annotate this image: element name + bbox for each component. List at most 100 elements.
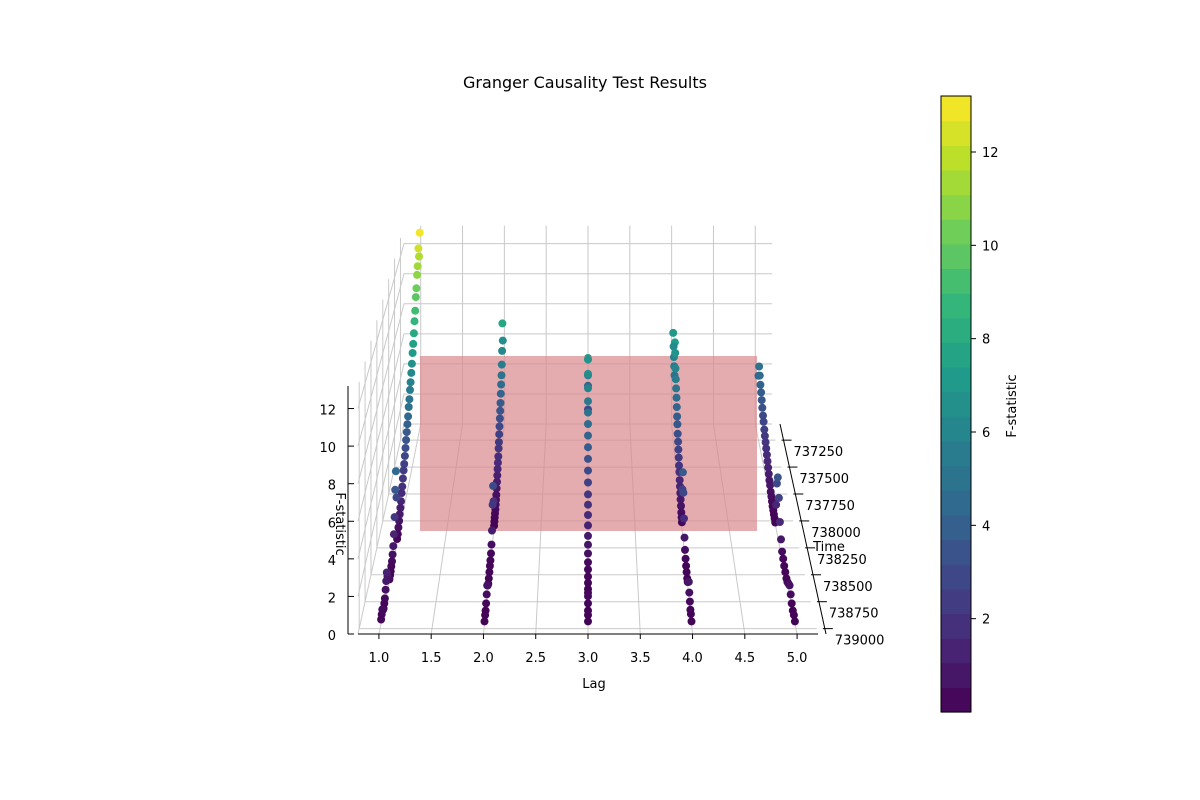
data-point-lag-2-2 <box>498 346 507 355</box>
data-point-lag-5-8 <box>759 417 768 426</box>
data-point-lag-2-30 <box>488 500 497 509</box>
data-point-lag-3-20 <box>584 540 592 549</box>
y-tick-label-3: 738000 <box>811 526 861 541</box>
colorbar-segment-6 <box>941 539 971 565</box>
data-point-lag-4-15 <box>674 437 683 446</box>
data-point-lag-3-12 <box>584 454 592 463</box>
data-point-lag-1-36 <box>392 493 401 502</box>
grid-lines <box>357 225 817 635</box>
colorbar-tick-label-2: 6 <box>982 426 990 441</box>
data-point-lag-3-25 <box>584 578 592 587</box>
data-point-lag-1-33 <box>394 523 403 532</box>
data-point-lag-5-42 <box>787 599 796 608</box>
data-point-lag-4-12 <box>673 412 682 421</box>
data-point-lag-3-16 <box>584 500 592 509</box>
data-point-lag-1-5 <box>412 284 421 293</box>
y-tick-label-7: 739000 <box>835 634 885 649</box>
data-point-lag-5-14 <box>763 457 772 466</box>
colorbar-segment-19 <box>941 219 971 245</box>
data-point-lag-3-24 <box>584 572 592 581</box>
data-point-lag-1-18 <box>404 412 413 421</box>
z-axis-label: F-statistic <box>332 492 347 555</box>
data-point-lag-5-15 <box>764 463 773 472</box>
z-grid-line-6 <box>357 243 772 409</box>
data-point-lag-4-23 <box>676 495 685 504</box>
data-point-lag-1-21 <box>402 436 411 444</box>
data-point-lag-2-10 <box>495 422 504 431</box>
z-tick-label-0: 0 <box>328 629 336 644</box>
data-point-lag-5-34 <box>779 554 788 563</box>
data-point-lag-5-2 <box>755 371 764 380</box>
data-point-lag-3-32 <box>584 617 592 626</box>
data-point-lag-3-13 <box>584 466 592 475</box>
data-point-lag-4-13 <box>673 420 682 429</box>
colorbar-segment-15 <box>941 317 971 343</box>
data-point-lag-5-29 <box>773 473 782 482</box>
data-point-lag-4-32 <box>680 533 689 542</box>
y-tick-label-6: 738750 <box>829 607 879 622</box>
data-point-lag-5-1 <box>755 362 764 371</box>
data-point-lag-5-7 <box>759 411 767 420</box>
data-point-lag-2-35 <box>485 561 494 570</box>
data-point-lag-5-41 <box>786 590 795 599</box>
data-point-lag-3-15 <box>584 490 592 499</box>
data-point-lag-5-10 <box>760 431 769 440</box>
data-point-lag-2-15 <box>493 458 502 467</box>
z-grid-line-4 <box>357 303 772 484</box>
y-grid-line-7 <box>358 381 817 630</box>
colorbar-segment-17 <box>941 268 971 294</box>
data-point-lag-4-18 <box>675 461 683 470</box>
colorbar-segment-7 <box>941 514 971 541</box>
data-point-lag-4-44 <box>686 610 695 619</box>
z-tick-label-3: 6 <box>328 516 336 531</box>
data-point-lag-4-0 <box>669 328 678 337</box>
data-point-lag-4-11 <box>672 403 681 412</box>
data-point-lag-4-16 <box>674 445 683 454</box>
data-point-lag-5-11 <box>761 438 770 447</box>
data-point-lag-1-24 <box>400 460 409 468</box>
data-point-lag-4-9 <box>672 384 681 393</box>
data-point-lag-4-14 <box>673 429 682 438</box>
data-point-lag-2-29 <box>489 481 498 490</box>
colorbar-segment-10 <box>941 440 971 467</box>
data-point-lag-4-35 <box>682 561 691 570</box>
y-grid-line-4 <box>376 320 800 549</box>
data-point-lag-4-36 <box>682 568 691 577</box>
colorbar: 2 4 6 8 10 12 <box>940 95 999 713</box>
x-tick-label-3: 2.5 <box>525 651 546 666</box>
data-point-lag-2-3 <box>497 360 506 369</box>
x-tick-label-1: 1.5 <box>421 651 442 666</box>
colorbar-segment-5 <box>941 564 971 590</box>
data-point-lag-5-44 <box>789 611 798 620</box>
x-tick-label-5: 3.5 <box>630 651 651 666</box>
data-point-lag-2-13 <box>494 444 503 453</box>
data-point-lag-4-1 <box>669 342 678 351</box>
data-point-lag-1-6 <box>411 293 420 302</box>
data-point-lag-4-24 <box>677 502 685 510</box>
y-grid-line-5 <box>370 340 806 576</box>
data-point-lag-2-11 <box>495 430 504 439</box>
data-point-lag-2-12 <box>494 438 503 447</box>
data-point-lag-1-13 <box>407 368 416 377</box>
data-point-lag-5-36 <box>781 568 790 577</box>
data-point-lag-1-9 <box>409 329 418 338</box>
z-tick-label-2: 4 <box>328 554 336 569</box>
data-point-lag-5-13 <box>762 450 771 459</box>
data-point-lag-1-23 <box>400 452 409 460</box>
data-point-lag-4-6 <box>671 349 680 357</box>
data-point-lag-3-9 <box>584 420 592 428</box>
y-tick-label-4: 738250 <box>817 553 867 568</box>
colorbar-segment-18 <box>941 243 971 270</box>
data-point-lag-3-21 <box>584 549 592 558</box>
data-point-lag-5-33 <box>778 547 787 556</box>
colorbar-segment-22 <box>941 145 971 171</box>
data-point-lag-3-23 <box>584 565 592 574</box>
data-point-lag-1-4 <box>413 270 422 279</box>
colorbar-segment-20 <box>941 194 971 220</box>
data-point-lag-5-28 <box>772 479 781 488</box>
colorbar-segment-12 <box>941 391 971 417</box>
data-point-lag-2-44 <box>481 611 490 620</box>
data-point-lag-3-28 <box>584 592 592 601</box>
data-point-lag-2-36 <box>485 568 494 577</box>
